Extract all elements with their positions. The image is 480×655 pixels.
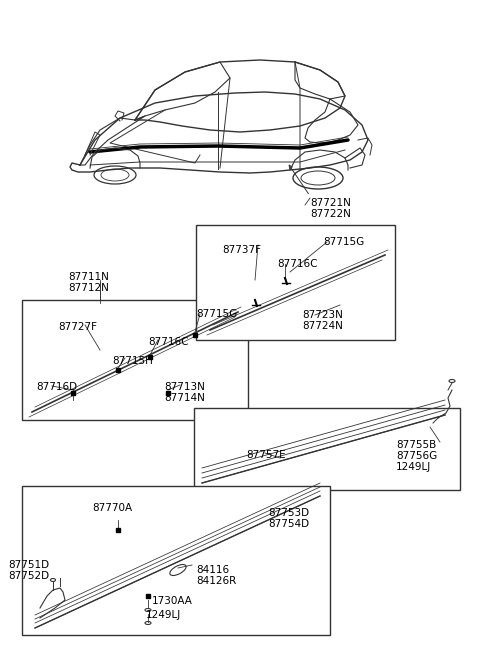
Bar — [194, 408, 460, 490]
Text: 87737F: 87737F — [222, 245, 261, 255]
Text: 87715G: 87715G — [323, 237, 364, 247]
Bar — [71, 391, 75, 395]
Text: 87756G: 87756G — [396, 451, 437, 461]
Text: 87770A: 87770A — [92, 503, 132, 513]
Text: 1249LJ: 1249LJ — [146, 610, 181, 620]
Bar — [196, 225, 395, 340]
Bar — [166, 391, 170, 395]
Text: 1249LJ: 1249LJ — [396, 462, 431, 472]
Text: 87754D: 87754D — [268, 519, 309, 529]
Text: 87715G: 87715G — [196, 309, 237, 319]
Text: 87721N: 87721N — [310, 198, 351, 208]
Text: 87716D: 87716D — [36, 382, 77, 392]
Text: 87751D: 87751D — [8, 560, 49, 570]
Text: 87757E: 87757E — [246, 450, 286, 460]
Bar — [193, 333, 197, 337]
Text: 87714N: 87714N — [164, 393, 205, 403]
Text: 1730AA: 1730AA — [152, 596, 193, 606]
Text: 87722N: 87722N — [310, 209, 351, 219]
Text: 87723N: 87723N — [302, 310, 343, 320]
Text: 87753D: 87753D — [268, 508, 309, 518]
Text: 84116: 84116 — [196, 565, 229, 575]
Text: 87713N: 87713N — [164, 382, 205, 392]
Text: 87711N: 87711N — [68, 272, 109, 282]
Text: 87755B: 87755B — [396, 440, 436, 450]
Bar — [22, 486, 330, 635]
Bar — [146, 594, 150, 598]
Text: 84126R: 84126R — [196, 576, 236, 586]
Bar — [116, 528, 120, 532]
Text: 87715H: 87715H — [112, 356, 153, 366]
Bar — [116, 368, 120, 372]
Text: 87752D: 87752D — [8, 571, 49, 581]
Text: 87716C: 87716C — [277, 259, 317, 269]
Text: 87716C: 87716C — [148, 337, 189, 347]
Text: 87712N: 87712N — [68, 283, 109, 293]
Text: 87727F: 87727F — [58, 322, 97, 332]
Text: 87724N: 87724N — [302, 321, 343, 331]
Bar — [148, 355, 152, 359]
Bar — [22, 300, 248, 420]
